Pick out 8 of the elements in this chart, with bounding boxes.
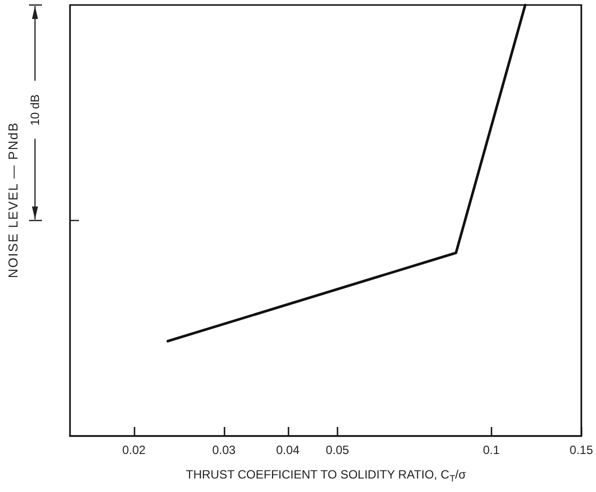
y-axis-title: NOISE LEVEL — PNdB <box>6 122 20 278</box>
text: 10 dB <box>28 94 42 126</box>
x-tick-label: 0.1 <box>482 443 500 457</box>
x-tick-label: 0.03 <box>212 443 236 457</box>
x-tick-label: 0.04 <box>276 443 300 457</box>
x-tick-label: 0.05 <box>326 443 350 457</box>
x-tick-label: 0.15 <box>570 443 594 457</box>
x-tick-label: 0.02 <box>122 443 146 457</box>
